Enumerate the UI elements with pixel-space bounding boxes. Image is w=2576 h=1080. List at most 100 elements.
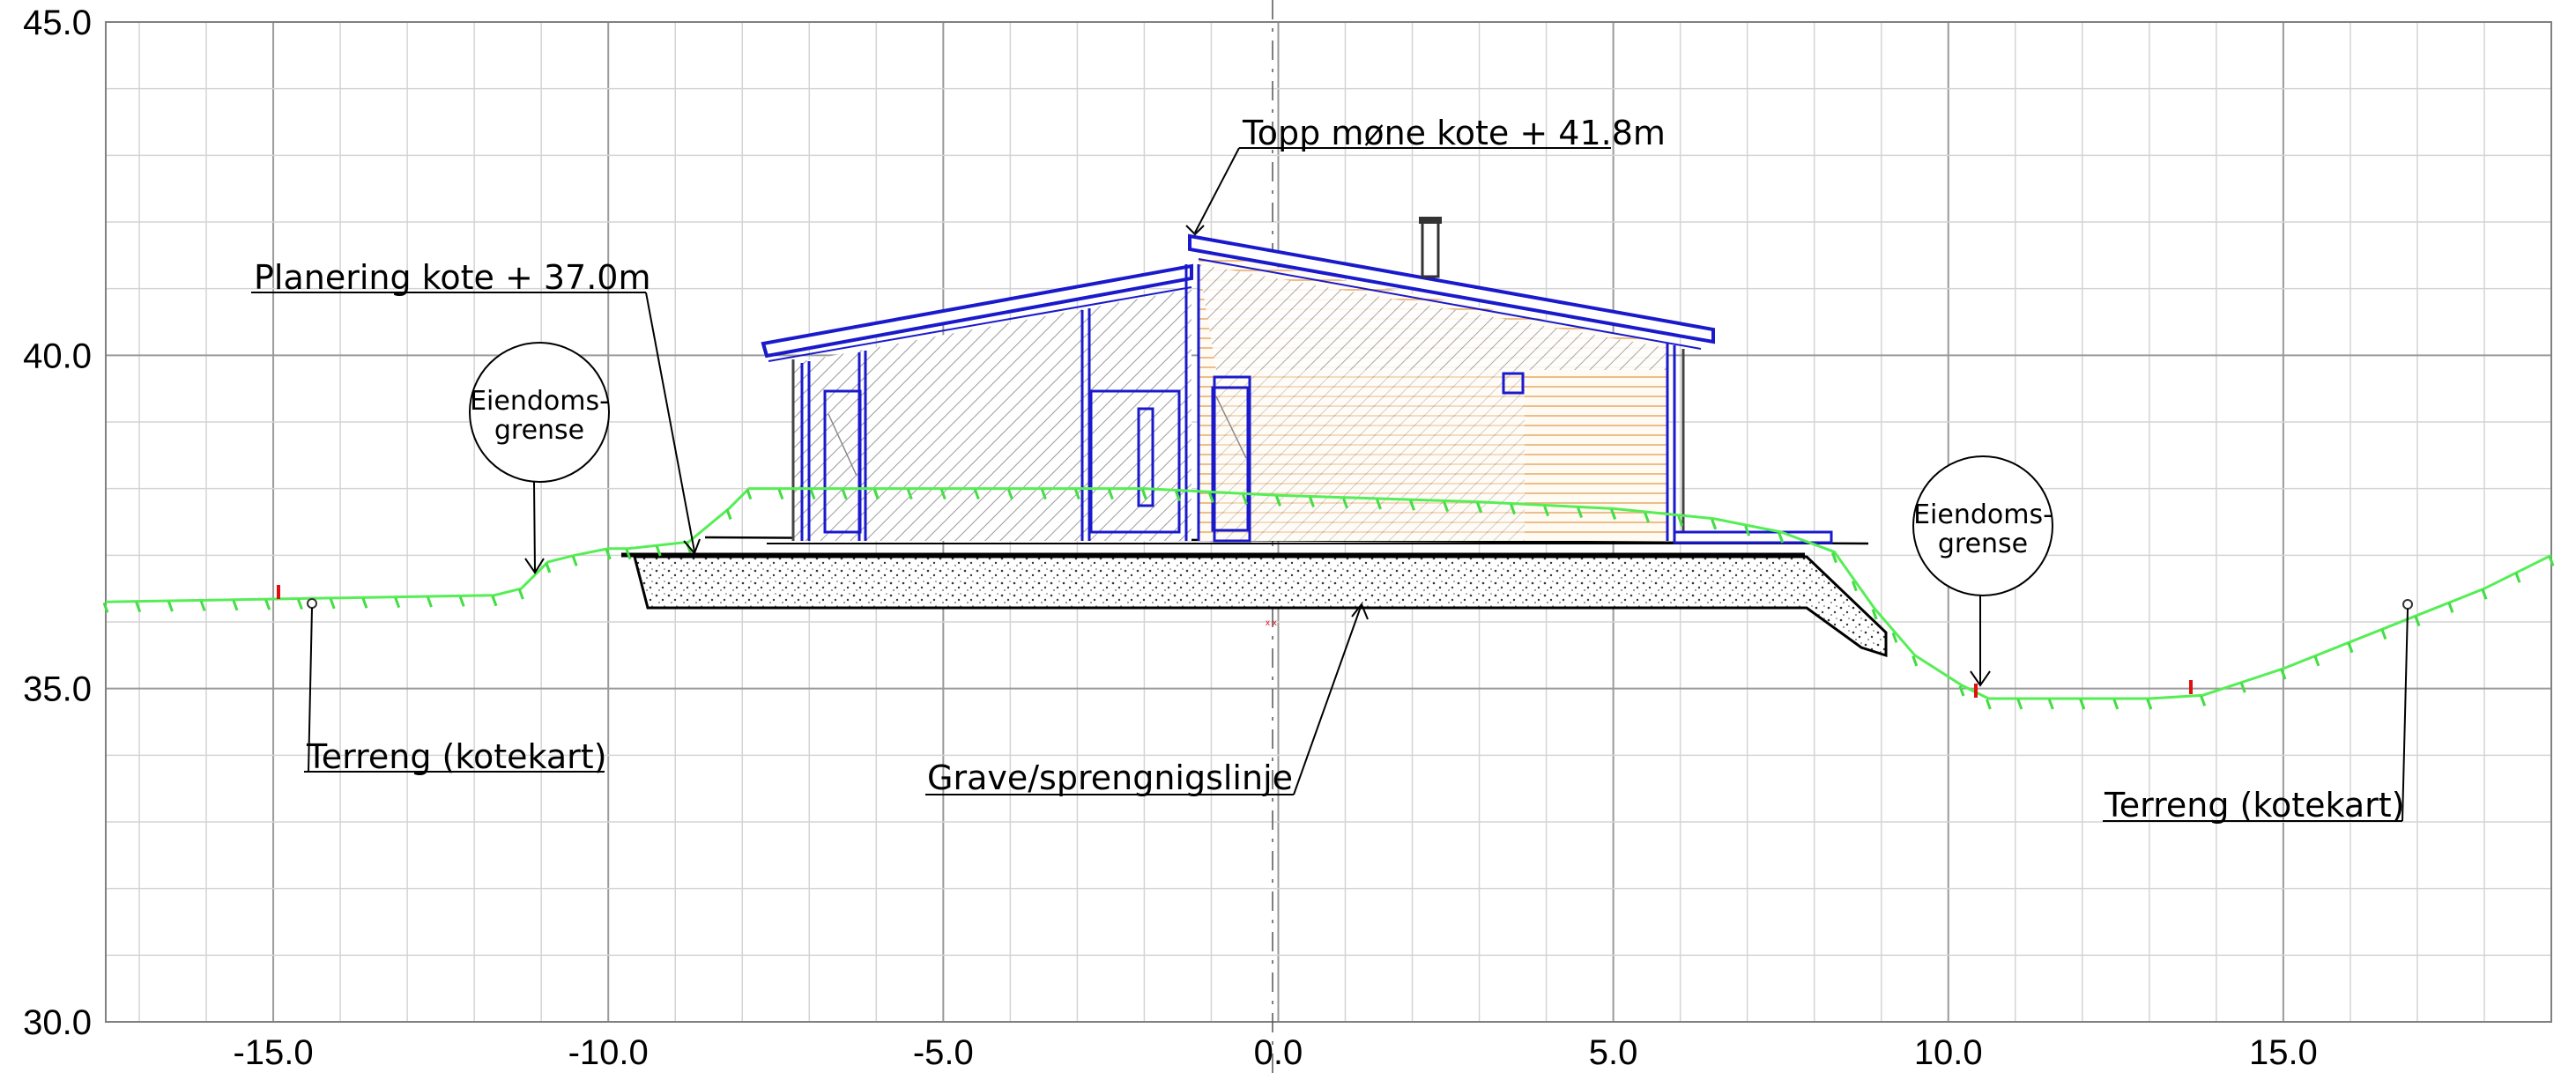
x-tick-label: -5.0: [913, 1033, 974, 1072]
terrain-hatch: [2481, 588, 2488, 600]
terrain-hatch: [939, 489, 947, 500]
terrain-hatch: [571, 555, 578, 566]
survey-point-right: [2402, 599, 2413, 610]
terrain-hatch: [491, 595, 498, 607]
boundary-left-line2: grense: [494, 415, 584, 446]
terrain-hatch: [841, 489, 848, 500]
terrain-hatch: [2514, 572, 2521, 583]
terrain-hatch: [1871, 609, 1878, 620]
terrain-hatch: [2414, 615, 2421, 626]
terrain-hatch: [199, 600, 206, 611]
terrain-hatch: [135, 602, 142, 613]
boundary-right-line2: grense: [1938, 529, 2028, 559]
x-tick-label: 10.0: [1914, 1033, 1983, 1072]
terrain-hatch: [2112, 699, 2119, 710]
terrain-hatch: [1677, 515, 1684, 527]
terrain-hatch: [2239, 682, 2246, 693]
terrain-left-label: Terreng (kotekart): [306, 737, 607, 776]
grading-level-label: Planering kote + 37.0m: [254, 258, 651, 297]
terrain-hatch: [1443, 501, 1449, 513]
terrain-hatch: [2079, 699, 2086, 710]
foundation: [621, 536, 1888, 658]
terrain-hatch: [2047, 699, 2054, 710]
terrain-hatch: [1040, 489, 1047, 500]
plot-frame: [105, 21, 2552, 1023]
terrain-hatch: [1958, 685, 1965, 697]
terrain-hatch: [625, 549, 632, 560]
chimney: [1421, 218, 1440, 278]
terrain-hatch: [906, 489, 913, 500]
terrain-hatch: [1711, 519, 1718, 530]
terrain-hatch: [1577, 507, 1584, 518]
x-tick-label: -15.0: [233, 1033, 313, 1072]
terrain-hatch: [1208, 492, 1214, 503]
terrain-hatch: [1275, 495, 1281, 507]
boundary-left-line1: Eiendoms-: [470, 386, 609, 417]
terrain-hatch: [872, 489, 880, 500]
annotation-grading-level: Planering kote + 37.0m: [251, 258, 701, 555]
terrain-hatch: [1342, 498, 1348, 509]
terrain-hatch: [2313, 655, 2320, 667]
terrain-hatch: [973, 489, 980, 500]
terrain-hatch: [427, 596, 433, 608]
terrain-hatch: [1376, 499, 1382, 510]
boundary-right-line1: Eiendoms-: [1913, 499, 2053, 530]
terrain-hatch: [655, 545, 662, 557]
terrain-hatch: [1543, 506, 1549, 517]
terrain-hatch: [1006, 489, 1013, 500]
roof-ridge-label: Topp møne kote + 41.8m: [1242, 114, 1666, 152]
terrain-hatch: [1610, 508, 1617, 520]
terrain-hatch: [2200, 695, 2207, 706]
y-tick-label: 30.0: [23, 1003, 92, 1042]
gravel-fill: [633, 555, 1888, 658]
terrain-hatch: [2016, 699, 2023, 710]
left-roof-fascia: [761, 343, 768, 357]
terrain-hatch: [746, 489, 753, 500]
terrain-hatch: [1912, 655, 1919, 667]
terrain-hatch: [2280, 669, 2287, 680]
house: [761, 217, 1833, 544]
origin-marker: x x: [1266, 618, 1277, 628]
terrain-hatch: [725, 508, 732, 520]
terrain-hatch: [1851, 581, 1858, 592]
annotation-excavation-line: Grave/sprengnigslinje: [925, 603, 1369, 797]
survey-point-left: [307, 598, 317, 609]
terrain-hatch: [1476, 502, 1482, 514]
terrain-hatch: [2146, 699, 2153, 710]
window-glazing: [828, 396, 1247, 477]
terrain-hatch: [232, 600, 239, 611]
terrain-hatch: [2380, 629, 2387, 640]
terrain-hatch: [394, 597, 401, 609]
right-roof-shadow: [1199, 264, 1667, 370]
y-tick-label: 40.0: [23, 337, 92, 375]
boundary-bubble-right: Eiendoms- grense: [1912, 455, 2053, 687]
boundary-bubble-left: Eiendoms- grense: [469, 342, 610, 574]
left-roof-soffit-line: [768, 286, 1192, 362]
terrain-hatch: [1644, 512, 1651, 523]
terrain-hatch: [2347, 642, 2354, 654]
chimney-cap: [1419, 217, 1442, 224]
terrain-hatch: [545, 562, 552, 573]
x-axis-tick-labels: -15.0 -10.0 -5.0 0.0 5.0 10.0 15.0: [233, 1033, 2317, 1072]
terrain-hatch: [1141, 489, 1147, 500]
terrain-hatch: [1831, 552, 1837, 564]
markers: x x: [277, 585, 2413, 698]
annotation-terrain-right: Terreng (kotekart): [2103, 608, 2409, 825]
terrain-hatch: [605, 549, 612, 560]
annotation-terrain-left: Terreng (kotekart): [304, 607, 607, 776]
excavation-line-label: Grave/sprengnigslinje: [927, 758, 1293, 797]
terrain-hatch: [517, 588, 524, 600]
x-tick-label: -10.0: [568, 1033, 649, 1072]
right-roof-soffit-line: [1198, 258, 1702, 350]
terrain-hatch: [1891, 632, 1898, 643]
recess-shadow: [1216, 370, 1525, 541]
terrain-hatch: [1778, 532, 1785, 544]
terrain-hatch: [361, 597, 368, 609]
terrain-hatch: [102, 602, 109, 613]
terrain-hatch: [1409, 499, 1415, 511]
terrain-hatch: [1175, 491, 1181, 502]
terrain-hatch: [1108, 489, 1114, 500]
x-tick-label: 0.0: [1254, 1033, 1303, 1072]
x-tick-label: 15.0: [2249, 1033, 2318, 1072]
terrain-hatch: [329, 598, 336, 610]
